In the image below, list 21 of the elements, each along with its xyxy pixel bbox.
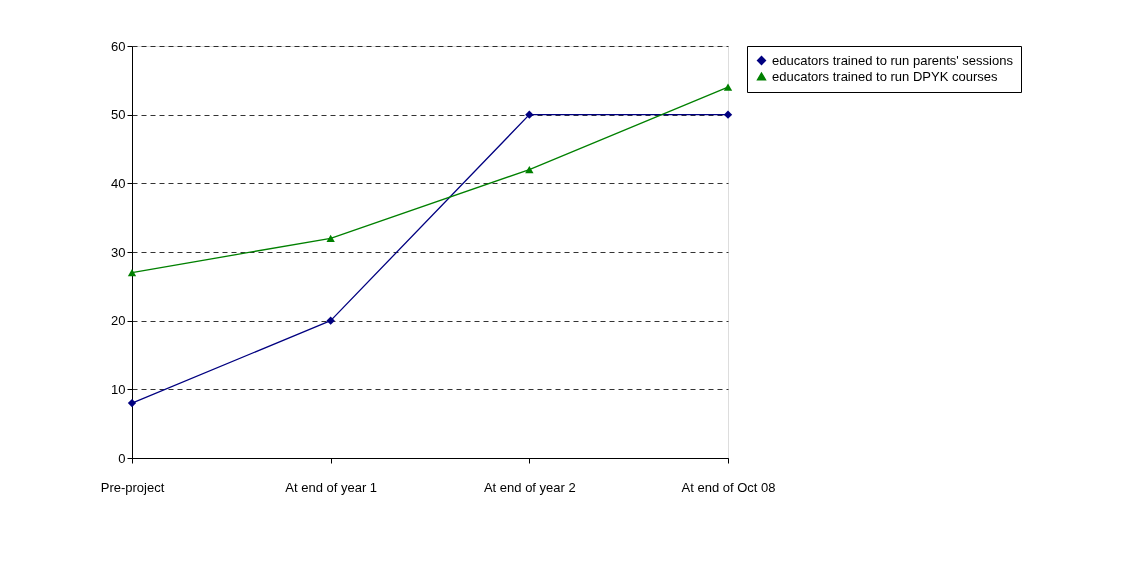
y-tick-label: 40 <box>111 175 126 191</box>
x-tick-label: At end of year 2 <box>483 479 576 495</box>
x-tick-label: Pre-project <box>100 479 165 495</box>
x-tick-label: At end of year 1 <box>285 479 378 495</box>
point <box>723 110 733 119</box>
legend-label: educators trained to run DPYK courses <box>772 68 998 84</box>
y-tick-label: 10 <box>111 381 126 397</box>
point <box>326 316 335 325</box>
y-tick-label: 0 <box>118 450 126 466</box>
y-tick-label: 30 <box>111 244 126 260</box>
point <box>326 234 335 242</box>
y-tick-label: 50 <box>111 107 126 123</box>
y-tick-label: 60 <box>111 38 126 54</box>
point <box>723 83 733 91</box>
y-tick-label: 20 <box>111 313 126 329</box>
legend-label: educators trained to run parents' sessions <box>772 52 1014 68</box>
point <box>127 268 137 277</box>
point <box>127 398 137 408</box>
point <box>525 165 534 174</box>
x-tick-label: At end of Oct 08 <box>681 479 776 495</box>
point <box>525 110 534 119</box>
